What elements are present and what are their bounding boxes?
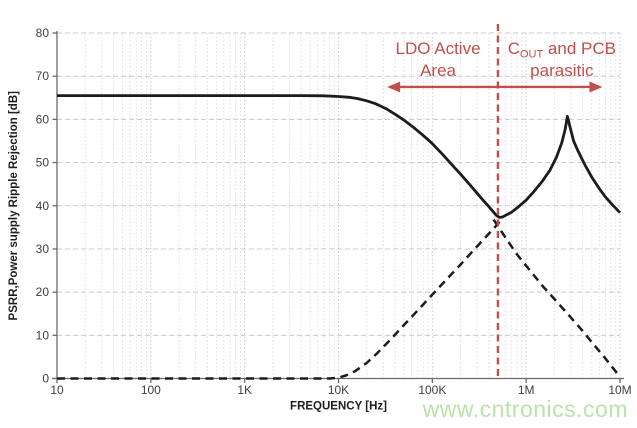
y-tick-label: 20 xyxy=(36,285,50,299)
x-tick-label: 100 xyxy=(141,383,161,397)
y-tick-label: 0 xyxy=(42,372,49,386)
x-tick-label: 10K xyxy=(328,383,349,397)
y-axis-title: PSRR,Power supply Ripple Rejection [dB] xyxy=(8,91,20,321)
dashed-rising-curve xyxy=(57,219,503,380)
y-tick-labels: 0 10 20 30 40 50 60 70 80 xyxy=(36,26,50,386)
y-tick-label: 70 xyxy=(36,69,50,83)
x-axis-title: FREQUENCY [Hz] xyxy=(290,401,387,413)
svg-text:LDO Active: LDO Active xyxy=(396,39,481,58)
active-area-arrow xyxy=(387,81,603,93)
y-tick-label: 80 xyxy=(36,26,50,40)
x-tick-label: 100K xyxy=(418,383,446,397)
y-tick-label: 30 xyxy=(36,242,50,256)
dashed-falling-curve xyxy=(492,218,621,378)
y-tick-label: 40 xyxy=(36,199,50,213)
x-tick-label: 10M xyxy=(608,383,631,397)
y-tick-label: 10 xyxy=(36,328,50,342)
watermark-text: www.cntronics.com xyxy=(422,396,628,422)
svg-text:Area: Area xyxy=(420,61,456,80)
psrr-solid-curve xyxy=(57,94,622,219)
grid-horizontal xyxy=(57,32,620,336)
svg-text:parasitic: parasitic xyxy=(530,61,594,80)
svg-text:COUT and PCB: COUT and PCB xyxy=(508,39,616,61)
x-tick-label: 10 xyxy=(50,383,64,397)
x-tick-labels: 10 100 1K 10K 100K 1M 10M xyxy=(50,383,631,397)
x-tick-label: 1M xyxy=(518,383,535,397)
y-tick-label: 60 xyxy=(36,112,50,126)
x-tick-label: 1K xyxy=(237,383,252,397)
y-tick-label: 50 xyxy=(36,156,50,170)
ldo-active-area-label: LDO Active Area xyxy=(396,39,481,80)
